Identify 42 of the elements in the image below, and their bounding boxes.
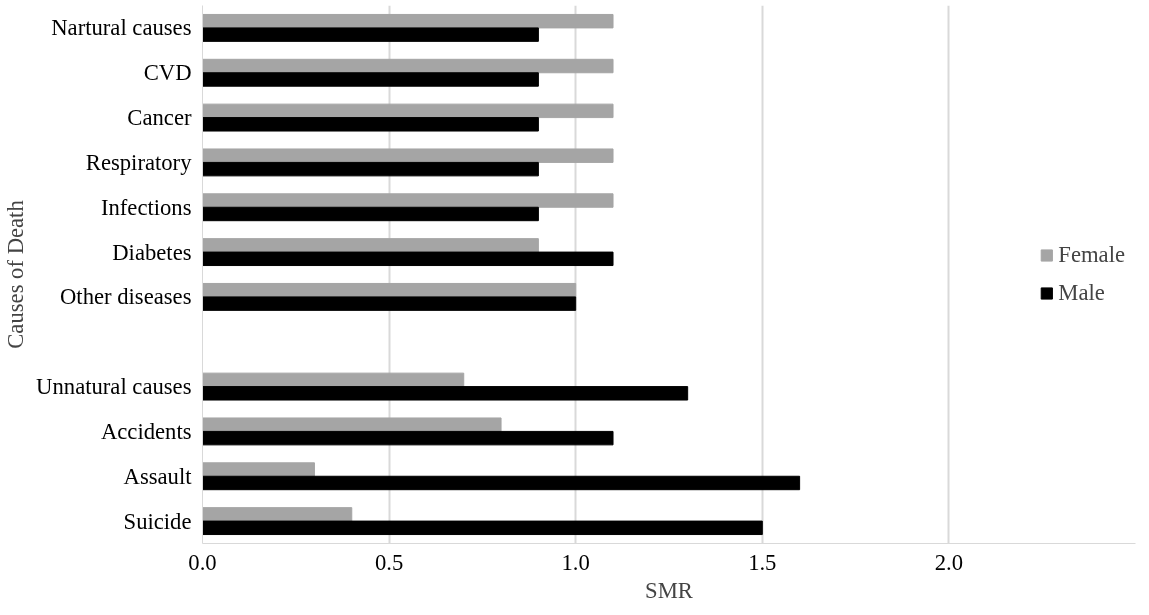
legend-label: Male [1058, 280, 1105, 306]
y-tick-label: Cancer [127, 105, 192, 131]
y-tick-label: Infections [100, 194, 192, 220]
bar [202, 507, 353, 522]
bar [202, 372, 465, 388]
bar [202, 206, 539, 222]
y-tick-label: Other diseases [60, 284, 192, 310]
bar [202, 161, 539, 177]
bar [202, 148, 614, 163]
y-tick-label: Respiratory [85, 149, 193, 175]
y-tick-label: Diabetes [112, 239, 192, 265]
x-tick-label: 0.0 [188, 549, 217, 575]
bar [202, 417, 502, 432]
y-tick-label: Accidents [100, 418, 192, 444]
bar [202, 251, 614, 267]
legend-label: Female [1058, 242, 1125, 268]
bar [202, 520, 763, 536]
bar [202, 27, 539, 42]
bar [202, 430, 614, 446]
bar [202, 282, 577, 298]
bar [202, 238, 539, 253]
bar [202, 475, 801, 491]
bar [202, 13, 614, 29]
y-tick-label: Unnatural causes [36, 374, 192, 400]
x-tick-label: 2.0 [934, 549, 964, 575]
bar [202, 386, 689, 401]
x-tick-label: 1.5 [748, 549, 777, 575]
bar [202, 193, 614, 208]
bar [202, 103, 614, 119]
x-axis-title: SMR [645, 577, 694, 603]
y-tick-label: Nartural causes [51, 15, 192, 41]
bar [202, 72, 539, 87]
bar [202, 117, 539, 132]
bar [202, 296, 577, 311]
bar [202, 58, 614, 74]
x-tick-label: 0.5 [374, 549, 404, 575]
y-axis-title: Causes of Death [3, 199, 29, 349]
x-tick-label: 1.0 [561, 549, 590, 575]
y-tick-label: Assault [123, 463, 193, 489]
y-tick-label: CVD [143, 60, 192, 86]
bar [202, 462, 315, 477]
y-tick-label: Suicide [123, 508, 192, 534]
